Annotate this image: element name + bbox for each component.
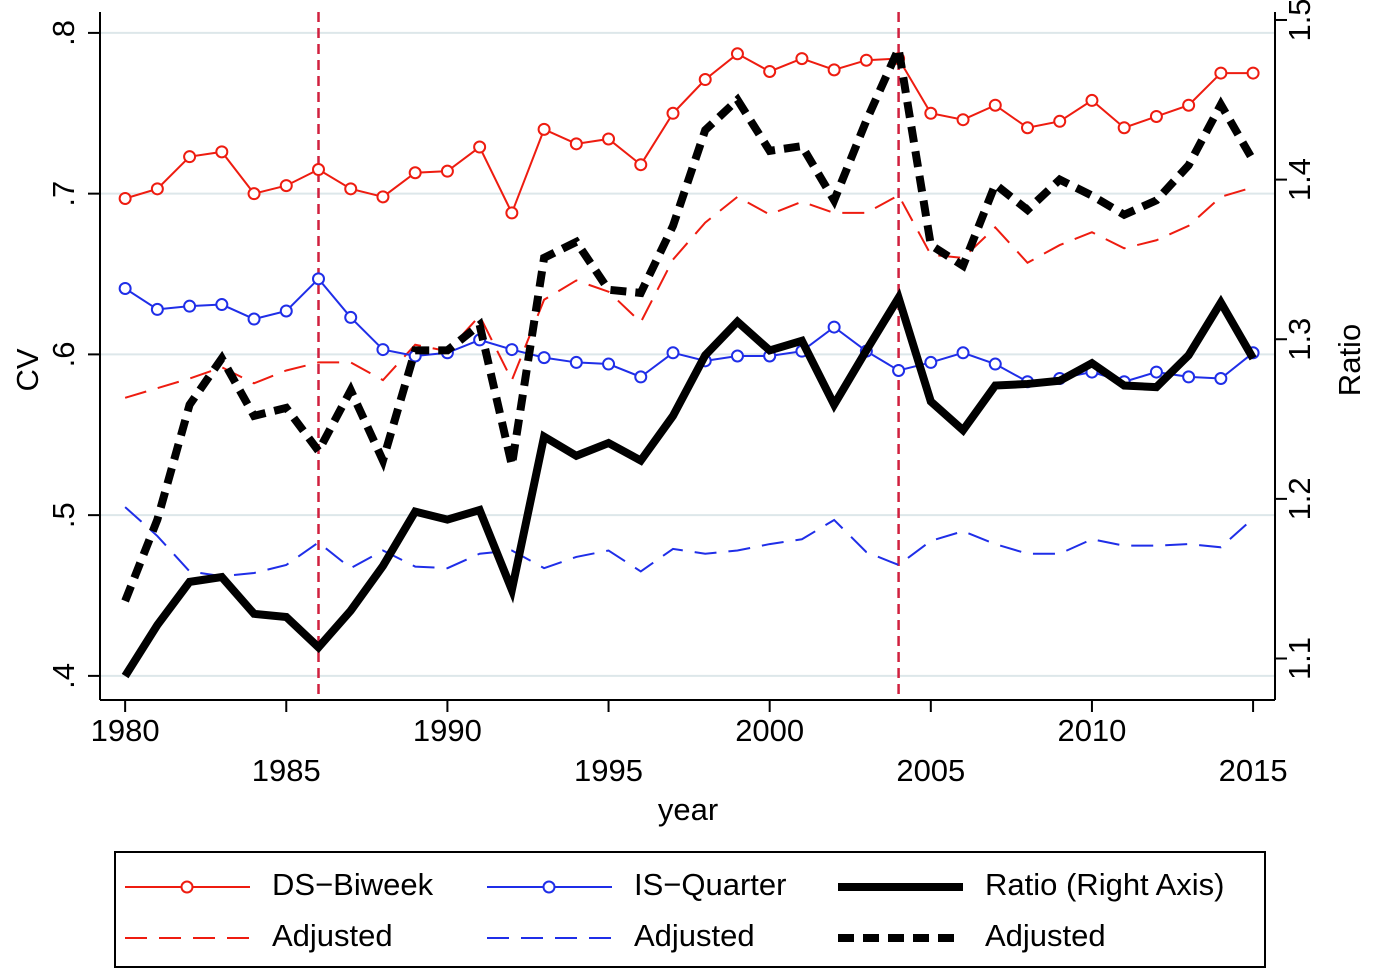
- data-point: [634, 370, 648, 384]
- series-line: [121, 288, 1257, 679]
- data-point: [344, 310, 358, 324]
- data-point: [730, 47, 744, 61]
- data-point: [1020, 121, 1034, 135]
- legend-box: [114, 851, 1266, 968]
- x-tick-label: 2000: [735, 713, 804, 748]
- data-point: [956, 113, 970, 127]
- y-tick-label: .8: [46, 20, 81, 46]
- data-point: [924, 106, 938, 120]
- data-point: [569, 355, 583, 369]
- y2-tick-label: 1.2: [1282, 477, 1317, 520]
- x-tick-label: 1980: [91, 713, 160, 748]
- x-tick-label: 1985: [252, 753, 321, 788]
- data-point: [1149, 365, 1163, 379]
- data-point: [1117, 121, 1131, 135]
- data-point: [279, 179, 293, 193]
- data-point: [1182, 98, 1196, 112]
- data-point: [311, 163, 325, 177]
- data-point: [150, 302, 164, 316]
- data-point: [376, 190, 390, 204]
- legend-label: Ratio (Right Axis): [985, 867, 1224, 902]
- data-point: [247, 312, 261, 326]
- data-point: [1214, 372, 1228, 386]
- data-point: [1246, 66, 1260, 80]
- data-point: [666, 346, 680, 360]
- y-tick-label: .4: [46, 663, 81, 689]
- legend-marker: [180, 880, 194, 894]
- data-point: [537, 351, 551, 365]
- x-tick-label: 2005: [896, 753, 965, 788]
- data-point: [215, 298, 229, 312]
- data-point: [956, 346, 970, 360]
- data-point: [344, 182, 358, 196]
- data-point: [1149, 109, 1163, 123]
- data-point: [505, 343, 519, 357]
- data-point: [150, 182, 164, 196]
- legend-label: Adjusted: [985, 918, 1106, 953]
- data-point: [537, 122, 551, 136]
- x-tick-label: 2010: [1057, 713, 1126, 748]
- y-tick-label: .6: [46, 341, 81, 367]
- legend-label: IS−Quarter: [634, 867, 787, 902]
- data-point: [1085, 93, 1099, 107]
- series-line: [124, 506, 1254, 578]
- data-point: [988, 357, 1002, 371]
- data-point: [1214, 66, 1228, 80]
- y-axis-label: CV: [10, 348, 45, 391]
- x-tick-label: 1995: [574, 753, 643, 788]
- y-tick-label: .5: [46, 502, 81, 528]
- data-point: [118, 281, 132, 295]
- data-point: [408, 166, 422, 180]
- data-point: [859, 53, 873, 67]
- y2-tick-label: 1.1: [1282, 637, 1317, 680]
- data-point: [118, 191, 132, 205]
- data-point: [827, 63, 841, 77]
- data-point: [473, 140, 487, 154]
- data-point: [666, 106, 680, 120]
- legend-marker: [542, 880, 556, 894]
- x-tick-label: 2015: [1219, 753, 1288, 788]
- data-point: [311, 272, 325, 286]
- x-tick-label: 1990: [413, 713, 482, 748]
- data-point: [892, 363, 906, 377]
- data-point: [827, 320, 841, 334]
- legend-label: Adjusted: [634, 918, 755, 953]
- data-point: [376, 343, 390, 357]
- y2-axis-label: Ratio: [1332, 324, 1367, 396]
- legend-label: DS−Biweek: [272, 867, 434, 902]
- data-point: [279, 304, 293, 318]
- data-point: [924, 355, 938, 369]
- data-point: [1053, 114, 1067, 128]
- data-point: [505, 206, 519, 220]
- data-point: [183, 299, 197, 313]
- data-point: [634, 158, 648, 172]
- data-point: [440, 164, 454, 178]
- y-tick-label: .7: [46, 181, 81, 207]
- data-point: [183, 150, 197, 164]
- data-point: [988, 98, 1002, 112]
- data-point: [698, 73, 712, 87]
- data-point: [569, 137, 583, 151]
- y2-tick-label: 1.3: [1282, 318, 1317, 361]
- data-point: [730, 349, 744, 363]
- legend-label: Adjusted: [272, 918, 393, 953]
- x-axis-label: year: [658, 792, 718, 827]
- y2-tick-label: 1.5: [1282, 0, 1317, 42]
- data-point: [215, 145, 229, 159]
- data-point: [1182, 370, 1196, 384]
- data-point: [247, 187, 261, 201]
- data-point: [763, 64, 777, 78]
- series-line: [121, 34, 1257, 603]
- data-point: [602, 132, 616, 146]
- y2-tick-label: 1.4: [1282, 158, 1317, 201]
- data-point: [795, 52, 809, 66]
- data-point: [602, 357, 616, 371]
